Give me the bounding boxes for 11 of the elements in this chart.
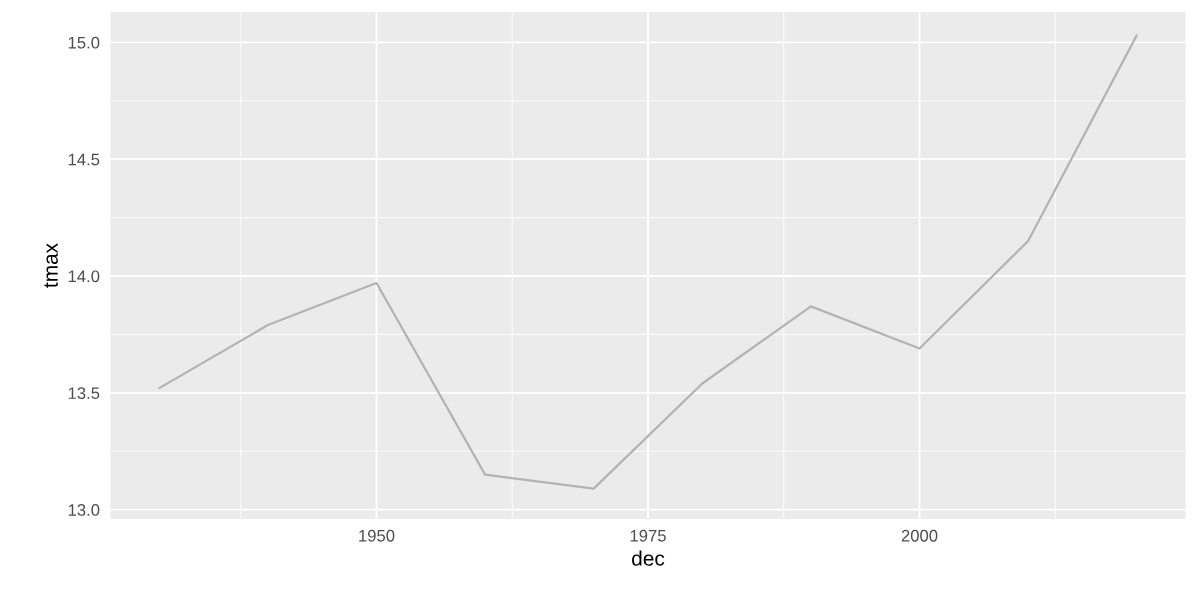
y-tick-label: 15.0 [68,36,100,49]
x-axis-title: dec [632,550,665,566]
line-series [158,34,1138,490]
x-tick-label: 2000 [901,529,938,542]
y-tick-label: 13.0 [68,504,100,516]
x-tick-label: 1950 [359,529,395,542]
y-tick-label: 13.5 [68,387,100,400]
y-tick-label: 14.5 [68,153,100,166]
y-axis-title: tmax [44,243,58,288]
x-tick-label: 1975 [630,529,666,542]
y-tick-label: 14.0 [68,270,100,283]
